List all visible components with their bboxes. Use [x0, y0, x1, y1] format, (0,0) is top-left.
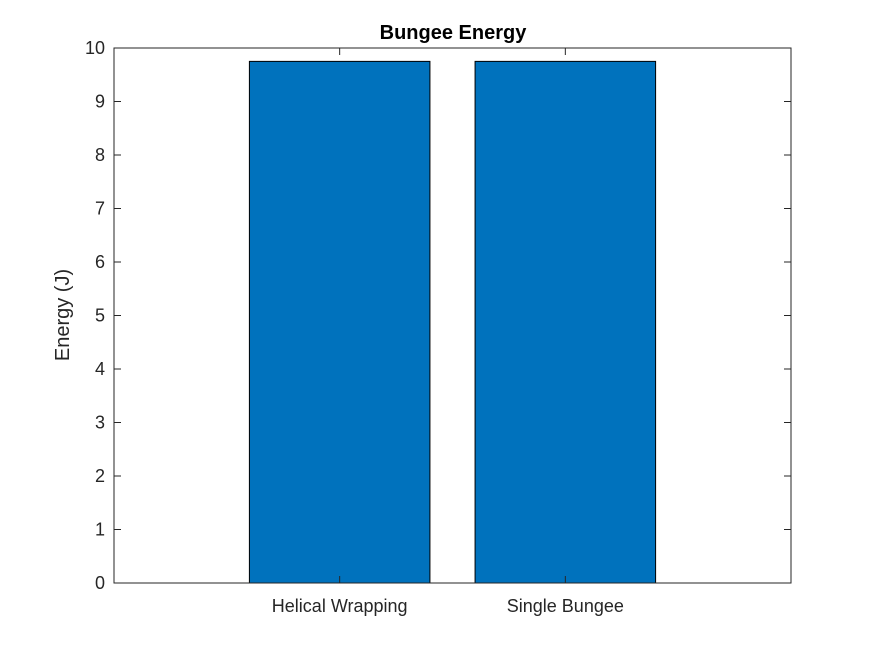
- y-tick-label: 1: [95, 520, 105, 540]
- y-tick-label: 8: [95, 145, 105, 165]
- bar-2: [474, 60, 657, 584]
- y-axis-label: Energy (J): [52, 269, 74, 361]
- chart-title: Bungee Energy: [380, 22, 528, 44]
- bar-1: [248, 60, 431, 584]
- y-axis-ticks: 0 1 2 3 4 5 6 7 8 9 10: [85, 38, 791, 593]
- y-tick-label: 9: [95, 92, 105, 112]
- y-tick-label: 7: [95, 199, 105, 219]
- y-tick-label: 6: [95, 252, 105, 272]
- y-tick-label: 4: [95, 359, 105, 379]
- y-tick-label: 5: [95, 306, 105, 326]
- x-axis-ticks: Helical Wrapping Single Bungee: [272, 48, 624, 616]
- y-tick-label: 0: [95, 573, 105, 593]
- y-tick-label: 3: [95, 413, 105, 433]
- bars-group: [248, 60, 657, 584]
- y-tick-label: 10: [85, 38, 105, 58]
- x-tick-label: Single Bungee: [507, 596, 624, 616]
- x-tick-label: Helical Wrapping: [272, 596, 408, 616]
- plot-area: [114, 48, 791, 583]
- y-tick-label: 2: [95, 466, 105, 486]
